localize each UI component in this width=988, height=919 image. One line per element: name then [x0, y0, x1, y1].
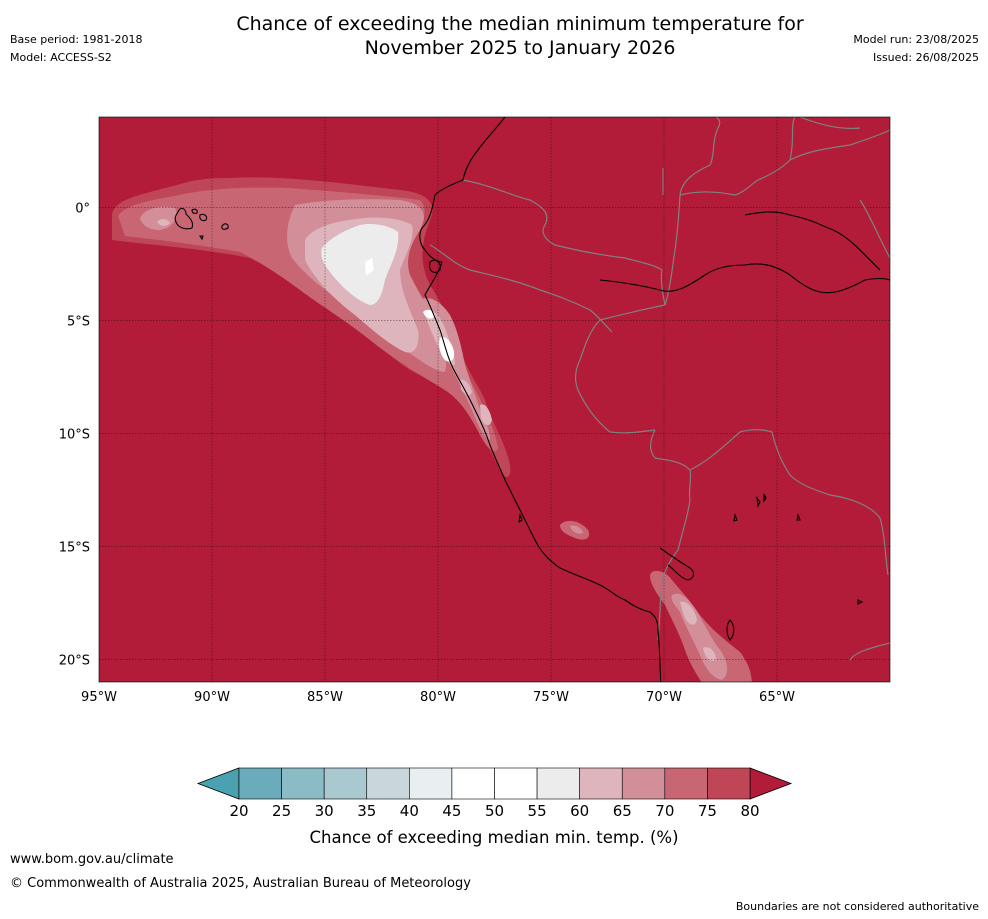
- colorbar-segment-3: [366, 767, 410, 800]
- lon-label-6: 65°W: [759, 690, 795, 705]
- colorbar-segment-6: [494, 767, 538, 800]
- model-name: Model: ACCESS-S2: [10, 51, 112, 64]
- colorbar-tick-2: 30: [315, 802, 334, 820]
- colorbar: 20 25 30 35 40 45 50 55 60 65 70 75 80 Chance of exc…: [196, 767, 793, 847]
- colorbar-segment-10: [664, 767, 708, 800]
- lon-label-4: 75°W: [533, 690, 569, 705]
- colorbar-segment-2: [323, 767, 368, 800]
- coastline: [419, 117, 890, 682]
- colorbar-tick-3: 35: [357, 802, 376, 820]
- colorbar-tick-5: 45: [442, 802, 461, 820]
- colorbar-tick-7: 55: [528, 802, 547, 820]
- forecast-map: 0° 5°S 10°S 15°S 20°S 95°W 90°W 85°W 80°W 75°W 70…: [59, 116, 891, 705]
- colorbar-over-arrow: [749, 767, 793, 800]
- lat-label-1: 5°S: [67, 314, 90, 329]
- lat-label-2: 10°S: [59, 427, 90, 442]
- probability-field-north: [111, 177, 511, 477]
- colorbar-tick-12: 80: [740, 802, 759, 820]
- footer-url: www.bom.gov.au/climate: [10, 852, 174, 867]
- footer-disclaimer: Boundaries are not considered authoritat…: [735, 900, 979, 913]
- latitude-labels: 0° 5°S 10°S 15°S 20°S: [59, 201, 90, 668]
- colorbar-tick-11: 75: [698, 802, 717, 820]
- chart-title: Chance of exceeding the median minimum t…: [0, 12, 988, 60]
- footer-copyright: © Commonwealth of Australia 2025, Austra…: [10, 876, 471, 891]
- colorbar-tick-1: 25: [272, 802, 291, 820]
- colorbar-label: Chance of exceeding median min. temp. (%…: [309, 828, 678, 847]
- galapagos-islands: [174, 207, 229, 241]
- colorbar-segment-9: [621, 767, 666, 800]
- colorbar-tick-4: 40: [400, 802, 419, 820]
- lon-label-3: 80°W: [420, 690, 456, 705]
- lon-label-1: 90°W: [194, 690, 230, 705]
- colorbar-tick-8: 60: [570, 802, 589, 820]
- longitude-labels: 95°W 90°W 85°W 80°W 75°W 70°W 65°W: [81, 690, 795, 705]
- colorbar-segment-11: [707, 767, 751, 800]
- colorbar-segment-1: [281, 767, 325, 800]
- base-period: Base period: 1981-2018: [10, 33, 143, 46]
- colorbar-under-arrow: [196, 767, 240, 800]
- graticule: [99, 117, 890, 682]
- colorbar-tick-0: 20: [229, 802, 248, 820]
- colorbar-tick-9: 65: [613, 802, 632, 820]
- colorbar-segment-4: [409, 767, 453, 800]
- probability-field-south: [560, 520, 752, 682]
- colorbar-tick-6: 50: [485, 802, 504, 820]
- title-line-1: Chance of exceeding the median minimum t…: [236, 13, 804, 35]
- issued-date: Issued: 26/08/2025: [872, 51, 979, 64]
- model-run-date: Model run: 23/08/2025: [853, 33, 979, 46]
- map-frame: [98, 116, 891, 683]
- lat-label-3: 15°S: [59, 540, 90, 555]
- colorbar-segment-8: [579, 767, 623, 800]
- lon-label-2: 85°W: [307, 690, 343, 705]
- lon-label-0: 95°W: [81, 690, 117, 705]
- colorbar-segment-5: [451, 767, 495, 800]
- lat-label-0: 0°: [75, 201, 90, 216]
- title-line-2: November 2025 to January 2026: [364, 37, 676, 59]
- colorbar-segment-7: [536, 767, 580, 800]
- lon-label-5: 70°W: [646, 690, 682, 705]
- country-borders: [429, 117, 890, 661]
- lat-label-4: 20°S: [59, 653, 90, 668]
- colorbar-tick-10: 70: [655, 802, 674, 820]
- colorbar-segment-0: [238, 767, 282, 800]
